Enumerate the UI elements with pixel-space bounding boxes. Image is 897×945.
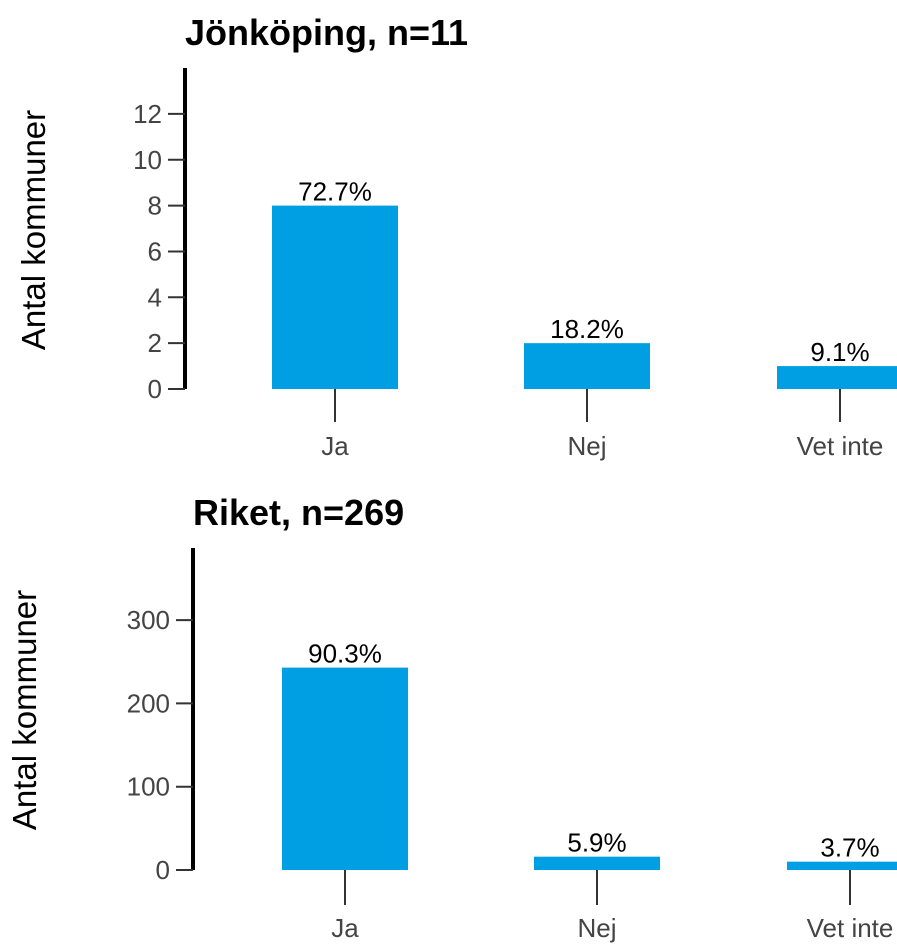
bar-2-nej — [534, 856, 660, 870]
data-label-1-ja: 72.7% — [298, 177, 372, 207]
bar-1-ja — [272, 205, 398, 389]
y-tick-label-2-100: 100 — [127, 772, 170, 802]
y-tick-label-1-10: 10 — [133, 145, 162, 175]
y-tick-label-1-4: 4 — [148, 282, 162, 312]
y-tick-label-1-8: 8 — [148, 191, 162, 221]
bar-1-nej — [524, 343, 650, 389]
x-tick-label-1-ja: Ja — [321, 431, 349, 461]
x-tick-label-2-nej: Nej — [577, 913, 616, 943]
y-tick-label-2-300: 300 — [127, 605, 170, 635]
bar-1-vet-inte — [777, 366, 897, 389]
x-tick-label-1-nej: Nej — [567, 431, 606, 461]
y-axis-label-1: Antal kommuner — [15, 110, 52, 350]
data-label-1-nej: 18.2% — [550, 314, 624, 344]
data-label-2-vet-inte: 3.7% — [820, 833, 879, 863]
x-tick-label-1-vet-inte: Vet inte — [797, 431, 884, 461]
y-tick-label-1-12: 12 — [133, 99, 162, 129]
y-axis-label-2: Antal kommuner — [6, 590, 43, 830]
x-tick-label-2-ja: Ja — [331, 913, 359, 943]
x-tick-label-2-vet-inte: Vet inte — [807, 913, 894, 943]
data-label-2-ja: 90.3% — [308, 639, 382, 669]
data-label-2-nej: 5.9% — [567, 828, 626, 858]
y-tick-label-1-6: 6 — [148, 236, 162, 266]
y-tick-label-2-200: 200 — [127, 688, 170, 718]
data-label-1-vet-inte: 9.1% — [810, 337, 869, 367]
chart-title-2: Riket, n=269 — [193, 492, 404, 533]
chart-title-1: Jönköping, n=11 — [185, 12, 468, 53]
y-tick-label-2-0: 0 — [156, 855, 170, 885]
bar-2-ja — [282, 667, 408, 870]
bar-2-vet-inte — [787, 861, 897, 870]
y-tick-label-1-2: 2 — [148, 328, 162, 358]
y-tick-label-1-0: 0 — [148, 374, 162, 404]
